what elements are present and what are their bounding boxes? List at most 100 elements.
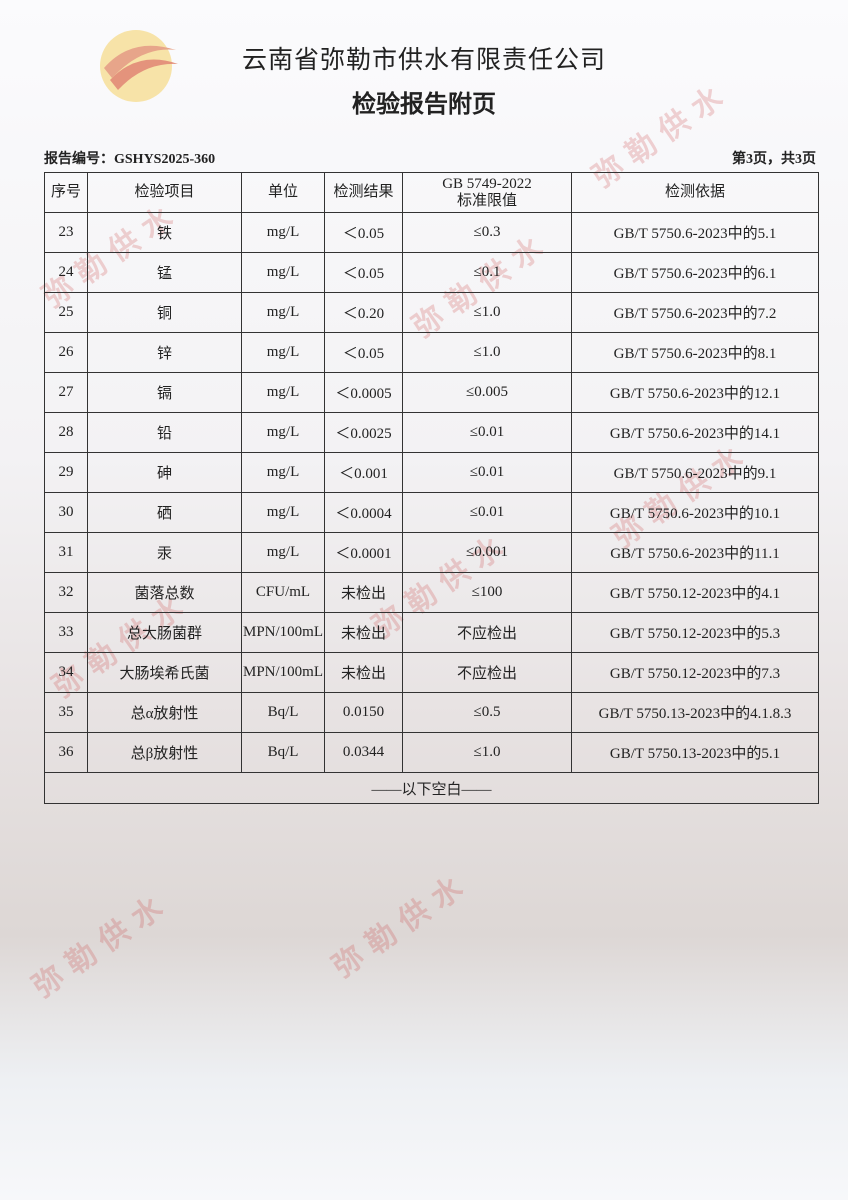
column-header: GB 5749-2022 标准限值 [402,172,572,213]
table-cell: ≤0.001 [402,532,572,573]
page-number: 第3页，共3页 [732,152,816,167]
table-cell: 0.0344 [324,732,403,773]
table-cell: mg/L [241,372,325,413]
table-cell: mg/L [241,492,325,533]
table-row: 23 铁 mg/L ＜0.05 ≤0.3 GB/T 5750.6-2023中的5.1 [44,212,819,253]
table-cell: ＜0.0001 [324,532,403,573]
watermark: 弥勒供水 [327,865,478,985]
table-row: 28 铅 mg/L ＜0.0025 ≤0.01 GB/T 5750.6-2023中的14.… [44,412,819,453]
table-cell: GB/T 5750.6-2023中的7.2 [571,292,819,333]
table-cell: ＜0.20 [324,292,403,333]
table-cell: 总大肠菌群 [87,612,242,653]
table-row: 35 总α放射性 Bq/L 0.0150 ≤0.5 GB/T 5750.13-2023中的… [44,692,819,733]
table-cell: 35 [44,692,88,733]
table-cell: GB/T 5750.13-2023中的5.1 [571,732,819,773]
table-row: 33 总大肠菌群 MPN/100mL 未检出 不应检出 GB/T 5750.12-2023… [44,612,819,653]
table-cell: ≤0.01 [402,452,572,493]
table-cell: ≤1.0 [402,332,572,373]
table-cell: ≤0.01 [402,412,572,453]
table-cell: 36 [44,732,88,773]
table-cell: ≤0.01 [402,492,572,533]
table-cell: ≤0.1 [402,252,572,293]
table-cell: Bq/L [241,692,325,733]
table-cell: MPN/100mL [241,652,325,693]
table-cell: 25 [44,292,88,333]
table-cell: 铅 [87,412,242,453]
column-header: 检测依据 [571,172,819,213]
table-row: 31 汞 mg/L ＜0.0001 ≤0.001 GB/T 5750.6-2023中的11… [44,532,819,573]
table-cell: GB/T 5750.6-2023中的11.1 [571,532,819,573]
footer-cell: ——以下空白—— [44,772,819,804]
table-cell: 未检出 [324,652,403,693]
table-cell: 硒 [87,492,242,533]
table-cell: 总α放射性 [87,692,242,733]
table-row: 24 锰 mg/L ＜0.05 ≤0.1 GB/T 5750.6-2023中的6.1 [44,252,819,293]
table-cell: 汞 [87,532,242,573]
table-cell: mg/L [241,292,325,333]
table-cell: 锰 [87,252,242,293]
table-cell: ≤0.005 [402,372,572,413]
table-row: 26 锌 mg/L ＜0.05 ≤1.0 GB/T 5750.6-2023中的8.1 [44,332,819,373]
table-cell: 23 [44,212,88,253]
table-row: 27 镉 mg/L ＜0.0005 ≤0.005 GB/T 5750.6-2023中的12… [44,372,819,413]
table-cell: GB/T 5750.6-2023中的9.1 [571,452,819,493]
table-cell: 镉 [87,372,242,413]
table-cell: 26 [44,332,88,373]
table-cell: ＜0.05 [324,332,403,373]
logo [100,30,178,102]
table-cell: 大肠埃希氏菌 [87,652,242,693]
table-cell: mg/L [241,252,325,293]
table-cell: GB/T 5750.6-2023中的10.1 [571,492,819,533]
table-cell: ＜0.05 [324,252,403,293]
table-cell: ＜0.05 [324,212,403,253]
table-cell: ≤0.3 [402,212,572,253]
table-cell: ＜0.001 [324,452,403,493]
table-row: 36 总β放射性 Bq/L 0.0344 ≤1.0 GB/T 5750.13-2023中的… [44,732,819,773]
table-cell: ＜0.0005 [324,372,403,413]
table-cell: GB/T 5750.6-2023中的5.1 [571,212,819,253]
table-cell: MPN/100mL [241,612,325,653]
table-cell: ≤0.5 [402,692,572,733]
table-cell: 不应检出 [402,652,572,693]
table-row: 34 大肠埃希氏菌 MPN/100mL 未检出 不应检出 GB/T 5750.12-202… [44,652,819,693]
table-cell: 31 [44,532,88,573]
table-cell: 33 [44,612,88,653]
table-cell: 铁 [87,212,242,253]
table-cell: GB/T 5750.6-2023中的8.1 [571,332,819,373]
table-cell: GB/T 5750.12-2023中的4.1 [571,572,819,613]
table-cell: 未检出 [324,612,403,653]
column-header: 检测结果 [324,172,403,213]
report-number: 报告编号：GSHYS2025-360 [44,152,216,167]
footer-row: ——以下空白—— [44,772,819,804]
table-cell: ≤100 [402,572,572,613]
table-cell: 34 [44,652,88,693]
table-cell: 24 [44,252,88,293]
table-cell: 不应检出 [402,612,572,653]
column-header: 单位 [241,172,325,213]
table-row: 32 菌落总数 CFU/mL 未检出 ≤100 GB/T 5750.12-2023中的4.… [44,572,819,613]
table-cell: GB/T 5750.12-2023中的5.3 [571,612,819,653]
watermark: 弥勒供水 [27,885,178,1005]
company-title: 云南省弥勒市供水有限责任公司 [241,47,606,74]
table-cell: GB/T 5750.13-2023中的4.1.8.3 [571,692,819,733]
column-header-line: 标准限值 [456,192,517,209]
table-cell: GB/T 5750.6-2023中的6.1 [571,252,819,293]
table-cell: CFU/mL [241,572,325,613]
table-cell: 砷 [87,452,242,493]
table-cell: mg/L [241,412,325,453]
table-cell: 菌落总数 [87,572,242,613]
table-cell: ≤1.0 [402,732,572,773]
report-subtitle: 检验报告附页 [352,92,496,118]
column-header: 检验项目 [87,172,242,213]
table-cell: GB/T 5750.6-2023中的12.1 [571,372,819,413]
table-cell: 28 [44,412,88,453]
table-cell: 总β放射性 [87,732,242,773]
table-cell: 0.0150 [324,692,403,733]
table-cell: GB/T 5750.12-2023中的7.3 [571,652,819,693]
column-header: 序号 [44,172,88,213]
table-cell: mg/L [241,532,325,573]
table-cell: 29 [44,452,88,493]
table-cell: 铜 [87,292,242,333]
table-cell: ＜0.0004 [324,492,403,533]
